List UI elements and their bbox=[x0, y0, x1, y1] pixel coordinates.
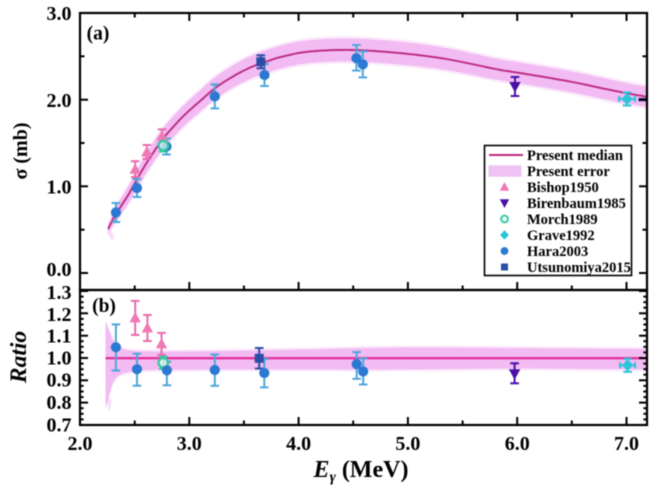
svg-text:0.0: 0.0 bbox=[47, 259, 72, 281]
svg-text:1.0: 1.0 bbox=[47, 348, 72, 370]
svg-text:0.9: 0.9 bbox=[47, 370, 72, 392]
svg-text:7.0: 7.0 bbox=[614, 433, 639, 455]
svg-text:2.0: 2.0 bbox=[47, 90, 72, 112]
svg-text:Present median: Present median bbox=[527, 148, 623, 164]
svg-text:(b): (b) bbox=[92, 296, 116, 317]
svg-text:3.0: 3.0 bbox=[47, 3, 72, 25]
svg-text:0.7: 0.7 bbox=[47, 414, 72, 436]
svg-text:Present error: Present error bbox=[527, 164, 610, 180]
svg-text:Eγ (MeV): Eγ (MeV) bbox=[313, 457, 409, 486]
svg-text:1.2: 1.2 bbox=[47, 304, 72, 326]
svg-text:5.0: 5.0 bbox=[395, 433, 420, 455]
svg-text:Hara2003: Hara2003 bbox=[527, 244, 588, 260]
svg-text:Ratio: Ratio bbox=[6, 331, 32, 384]
svg-text:1.1: 1.1 bbox=[47, 326, 72, 348]
svg-text:3.0: 3.0 bbox=[177, 433, 202, 455]
svg-text:4.0: 4.0 bbox=[286, 433, 311, 455]
svg-text:Birenbaum1985: Birenbaum1985 bbox=[527, 196, 626, 212]
svg-text:Bishop1950: Bishop1950 bbox=[527, 180, 599, 196]
svg-text:6.0: 6.0 bbox=[505, 433, 530, 455]
svg-text:2.0: 2.0 bbox=[68, 433, 93, 455]
svg-text:(a): (a) bbox=[87, 24, 110, 45]
svg-text:0.8: 0.8 bbox=[47, 392, 72, 414]
svg-text:1.3: 1.3 bbox=[47, 282, 72, 304]
svg-text:Morch1989: Morch1989 bbox=[527, 212, 598, 228]
svg-text:1.0: 1.0 bbox=[47, 177, 72, 199]
svg-text:Utsunomiya2015: Utsunomiya2015 bbox=[527, 260, 631, 276]
svg-text:Grave1992: Grave1992 bbox=[527, 228, 595, 244]
svg-text:σ (mb): σ (mb) bbox=[10, 123, 32, 180]
